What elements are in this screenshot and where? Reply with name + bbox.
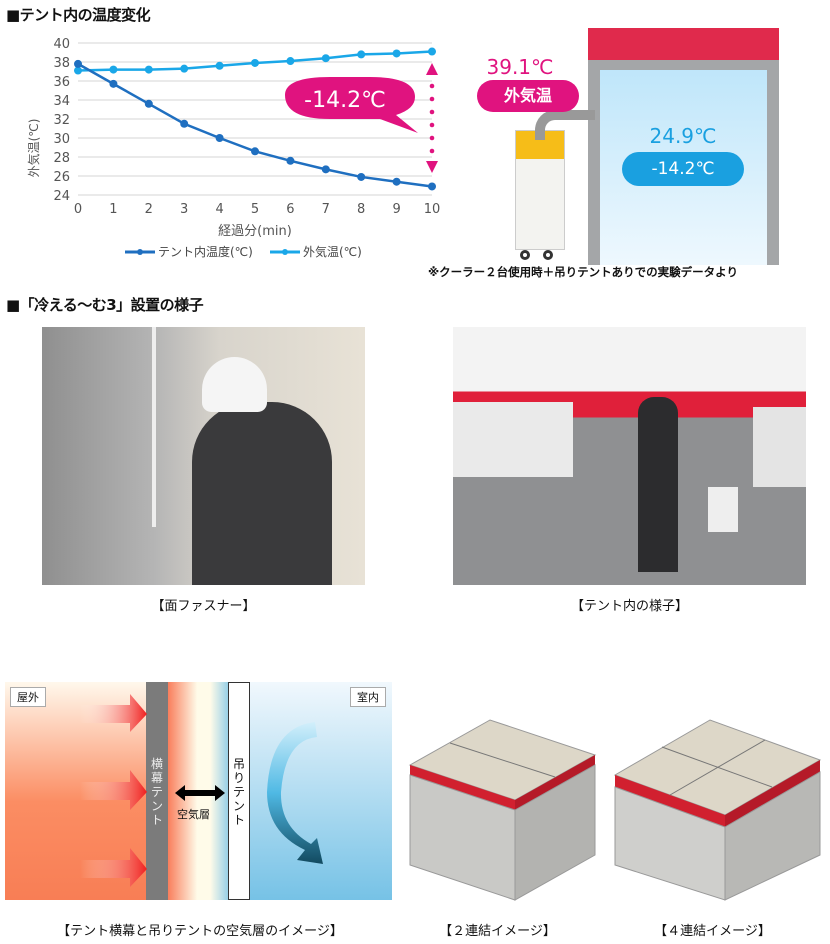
y-tick-label: 40 [53, 37, 70, 52]
y-tick-label: 32 [53, 113, 70, 128]
annotation-text: -14.2℃ [304, 88, 386, 113]
data-point [180, 64, 189, 73]
difference-arrow [426, 63, 438, 173]
data-point [251, 147, 259, 156]
data-point [392, 49, 401, 58]
y-tick-label: 36 [53, 75, 70, 90]
data-point [74, 66, 82, 75]
y-tick-label: 34 [53, 94, 70, 109]
photo-hook-and-loop-fastener [42, 327, 365, 585]
data-point [144, 65, 153, 74]
data-point [321, 54, 330, 63]
y-tick-label: 38 [53, 56, 70, 71]
y-tick-label: 30 [53, 132, 70, 147]
data-point [321, 165, 330, 174]
x-tick-label: 0 [74, 202, 82, 217]
data-point [428, 182, 436, 191]
cooler-diagram: 39.1℃ 外気温 24.9℃ -14.2℃ [477, 20, 825, 265]
inside-temp: 24.9℃ [649, 124, 717, 148]
y-tick-label: 24 [53, 189, 70, 204]
inside-label: 室内 [350, 687, 386, 707]
data-point [74, 59, 82, 68]
side-tent-label: 横幕テント [150, 757, 163, 827]
x-tick-label: 5 [251, 202, 259, 217]
data-point [144, 99, 153, 108]
heat-arrows [80, 694, 147, 887]
data-point [180, 119, 189, 128]
data-point [286, 156, 295, 165]
hanging-tent-label: 吊りテント [232, 757, 245, 827]
air-layer-caption: 【テント横幕と吊りテントの空気層のイメージ】 [57, 924, 343, 939]
hanging-tent-wall [228, 682, 250, 900]
data-point [109, 79, 118, 88]
photo1-caption: 【面ファスナー】 [151, 599, 256, 614]
duct [535, 110, 595, 140]
air-layer-label: 空気層 [177, 808, 210, 821]
side-tent-wall [146, 682, 168, 900]
data-point [286, 57, 295, 66]
section-title-installation: ■「冷える～む3」設置の様子 [6, 296, 204, 314]
cooler-unit [515, 130, 565, 250]
y-tick-label: 26 [53, 170, 70, 185]
y-axis-label: 外気温(℃) [26, 119, 41, 178]
x-tick-label: 4 [215, 202, 223, 217]
x-tick-label: 7 [322, 202, 330, 217]
tent-roof [588, 28, 779, 60]
data-point [215, 61, 224, 70]
two-tent-illustration [408, 719, 597, 901]
inside-diff: -14.2℃ [622, 152, 744, 186]
data-point [109, 65, 118, 74]
outside-temp: 39.1℃ [486, 55, 554, 79]
data-point [357, 50, 366, 59]
tent-illustrations [408, 719, 822, 901]
section-title-temperature: ■テント内の温度変化 [6, 6, 151, 24]
annotation-bubble: -14.2℃ [285, 77, 418, 133]
x-tick-label: 2 [145, 202, 153, 217]
data-point [215, 134, 224, 142]
data-point [357, 172, 366, 181]
x-tick-label: 10 [424, 202, 441, 217]
x-tick-label: 1 [109, 202, 117, 217]
data-point [428, 47, 436, 56]
x-tick-label: 9 [392, 202, 400, 217]
double-arrow-icon [175, 785, 225, 801]
legend-inside: テント内温度(℃) [158, 244, 253, 259]
two-tent-caption: 【２連結イメージ】 [439, 924, 556, 939]
air-layer-diagram: 屋外 室内 横幕テント 吊りテント 空気層 [5, 682, 392, 900]
four-tent-illustration [613, 719, 822, 901]
data-point [392, 177, 401, 186]
legend: テント内温度(℃) 外気温(℃) [125, 244, 362, 259]
x-tick-label: 3 [180, 202, 188, 217]
four-tent-caption: 【４連結イメージ】 [654, 924, 771, 939]
photo-tent-interior [453, 327, 806, 585]
legend-outside: 外気温(℃) [303, 244, 362, 259]
x-axis-label: 経過分(min) [218, 224, 292, 239]
outside-label: 屋外 [10, 687, 46, 707]
x-tick-label: 6 [286, 202, 294, 217]
circulation-arrow-icon [267, 722, 323, 864]
photo2-caption: 【テント内の様子】 [570, 599, 688, 614]
x-tick-label: 8 [357, 202, 365, 217]
data-point [251, 58, 259, 67]
outside-label: 外気温 [477, 80, 579, 112]
experiment-note: ※クーラー２台使用時＋吊りテントありでの実験データより [428, 265, 738, 279]
y-tick-label: 28 [53, 151, 70, 166]
